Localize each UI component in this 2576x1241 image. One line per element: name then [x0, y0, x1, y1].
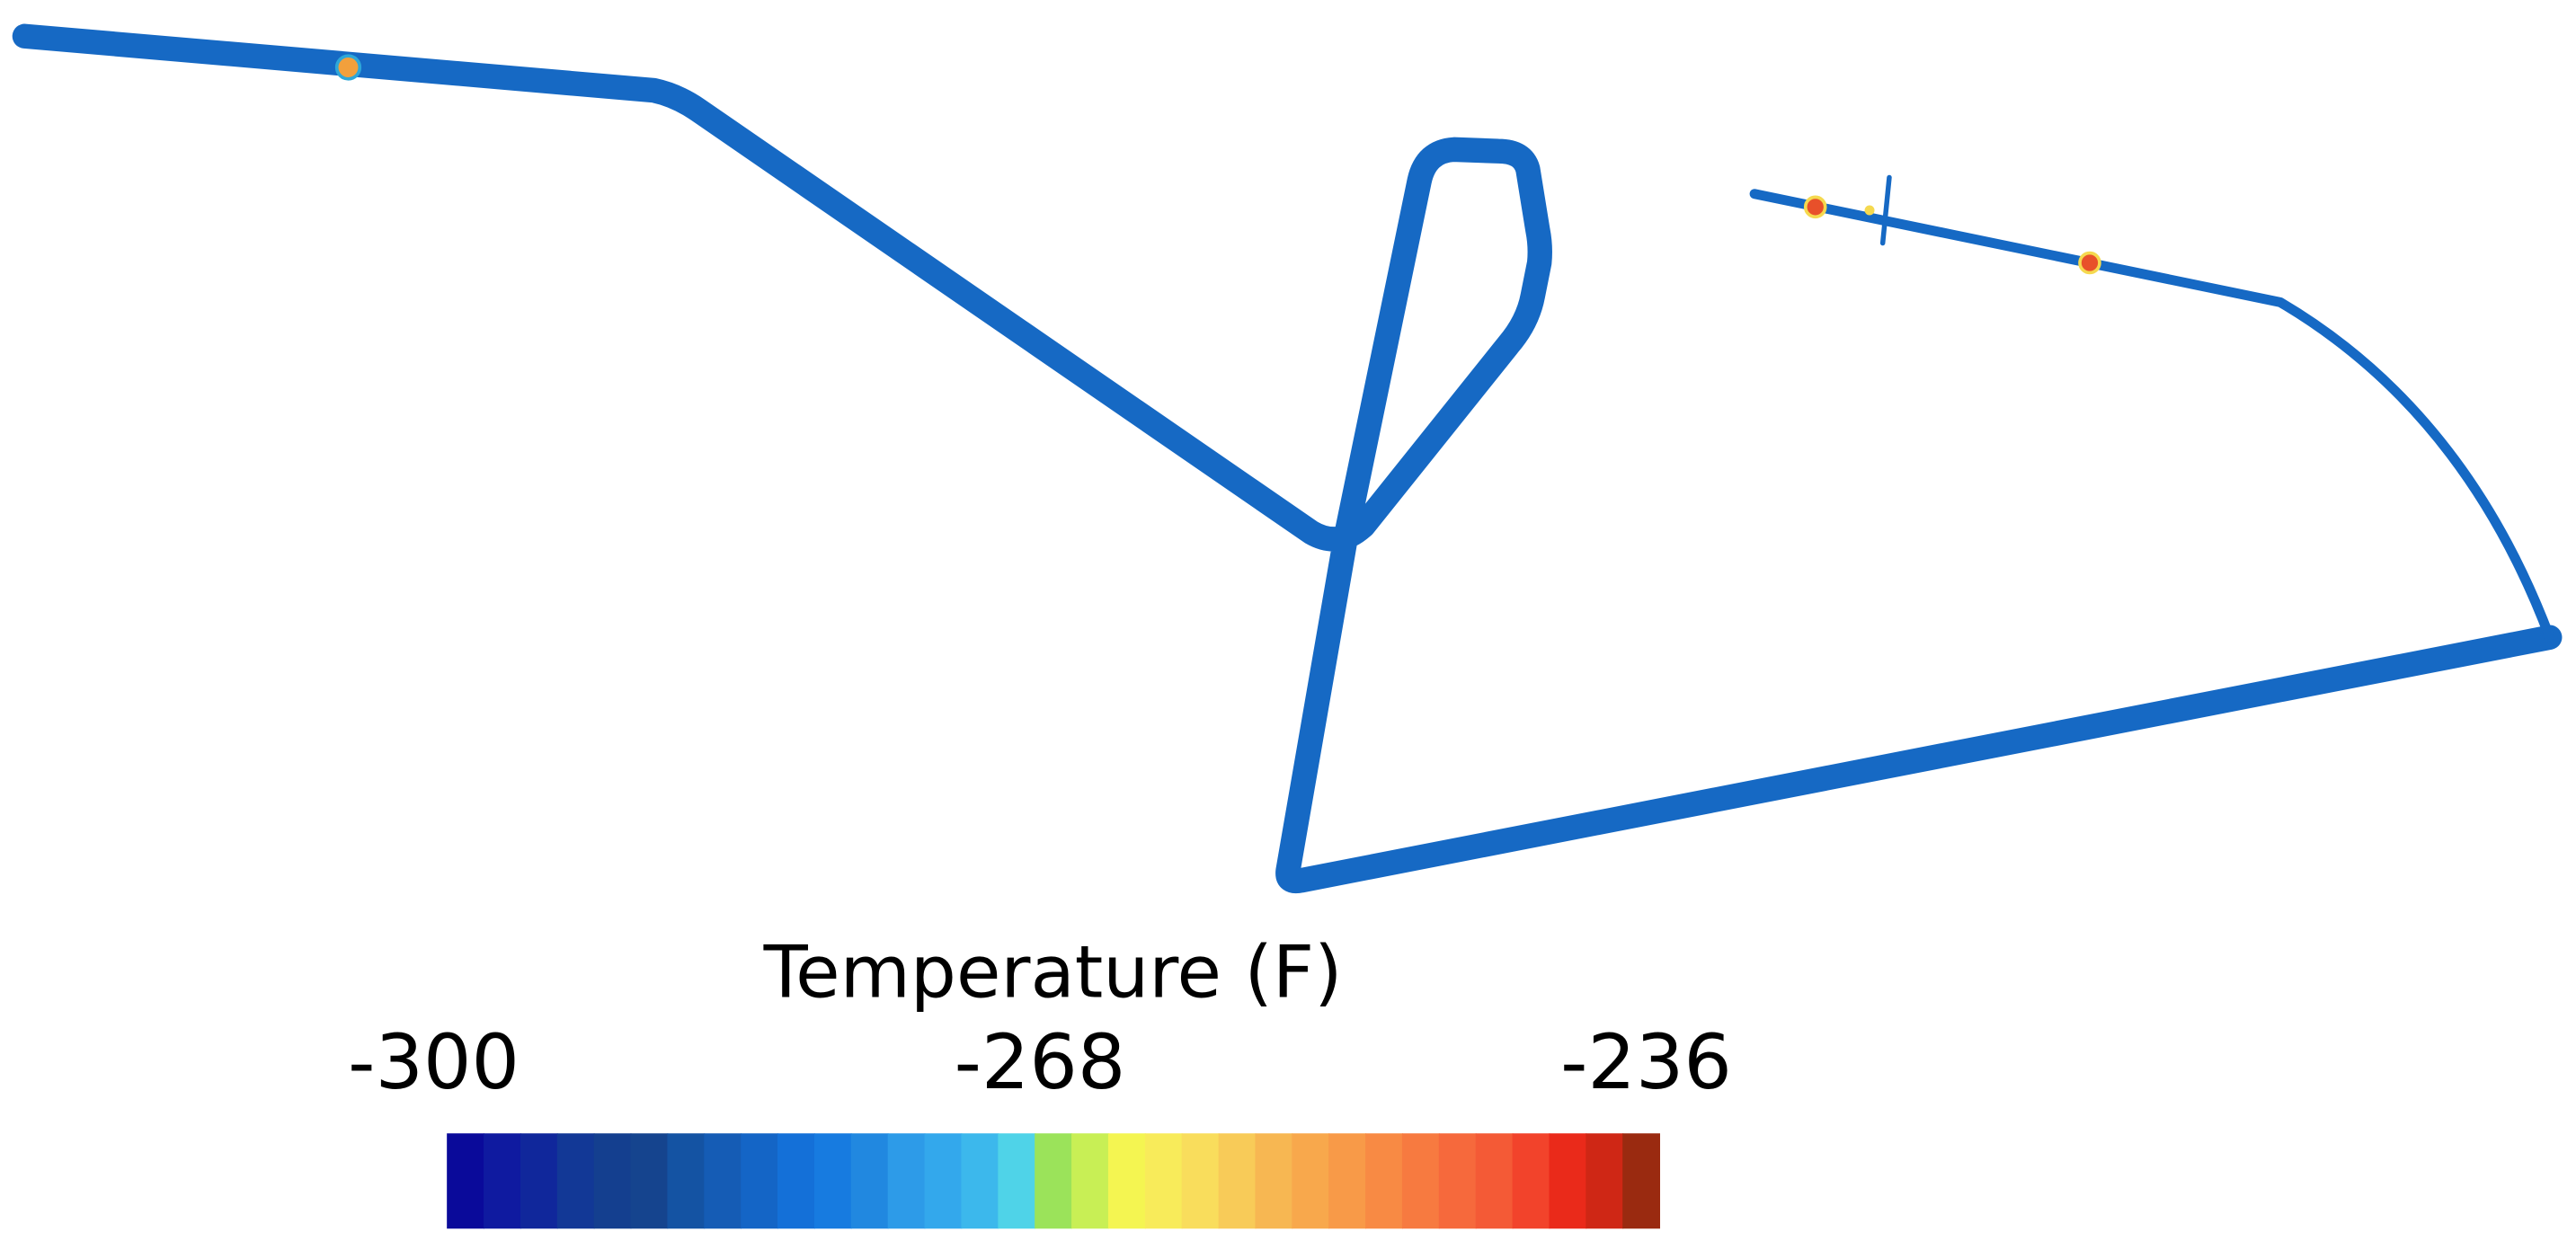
tick-label: -300: [348, 1018, 520, 1106]
color-segment: [520, 1133, 558, 1229]
color-segment: [1144, 1133, 1183, 1229]
color-segment: [1438, 1133, 1477, 1229]
tick-label: -268: [955, 1018, 1126, 1106]
color-segment: [1549, 1133, 1587, 1229]
color-segment: [556, 1133, 595, 1229]
color-segment: [667, 1133, 706, 1229]
valve: [1870, 174, 1905, 246]
color-segment: [1586, 1133, 1624, 1229]
color-segment: [704, 1133, 742, 1229]
color-segment: [1071, 1133, 1109, 1229]
color-segment: [1365, 1133, 1403, 1229]
color-segment: [1475, 1133, 1514, 1229]
color-segment: [1255, 1133, 1293, 1229]
color-segment: [924, 1133, 963, 1229]
color-segment: [1181, 1133, 1220, 1229]
color-segment: [593, 1133, 632, 1229]
branch-pipe: [1749, 189, 2555, 643]
color-segment: [630, 1133, 669, 1229]
color-segment: [447, 1133, 484, 1229]
hot-spot: [334, 54, 362, 81]
pipe-network: [12, 23, 2563, 894]
color-segment: [1622, 1133, 1660, 1229]
hot-spots: [334, 54, 2101, 275]
hot-spot: [1803, 195, 1827, 219]
color-segment: [484, 1133, 521, 1229]
color-segment: [1328, 1133, 1366, 1229]
colorbar: -300 -268 -236: [348, 1018, 1732, 1229]
color-segment: [777, 1133, 815, 1229]
color-segment: [887, 1133, 926, 1229]
colorbar-title: Temperature (F): [763, 930, 1343, 1015]
color-segment: [1401, 1133, 1440, 1229]
color-segment: [850, 1133, 889, 1229]
color-segment: [961, 1133, 999, 1229]
hot-spot: [2078, 251, 2101, 275]
main-pipe: [12, 23, 2563, 894]
hot-spot: [1864, 205, 1875, 216]
color-segment: [1292, 1133, 1330, 1229]
color-segment: [998, 1133, 1036, 1229]
color-segment: [1107, 1133, 1146, 1229]
color-segment: [741, 1133, 778, 1229]
tick-label: -236: [1560, 1018, 1732, 1106]
color-segment: [813, 1133, 852, 1229]
color-segment: [1512, 1133, 1550, 1229]
color-segment: [1218, 1133, 1257, 1229]
color-segment: [1035, 1133, 1072, 1229]
